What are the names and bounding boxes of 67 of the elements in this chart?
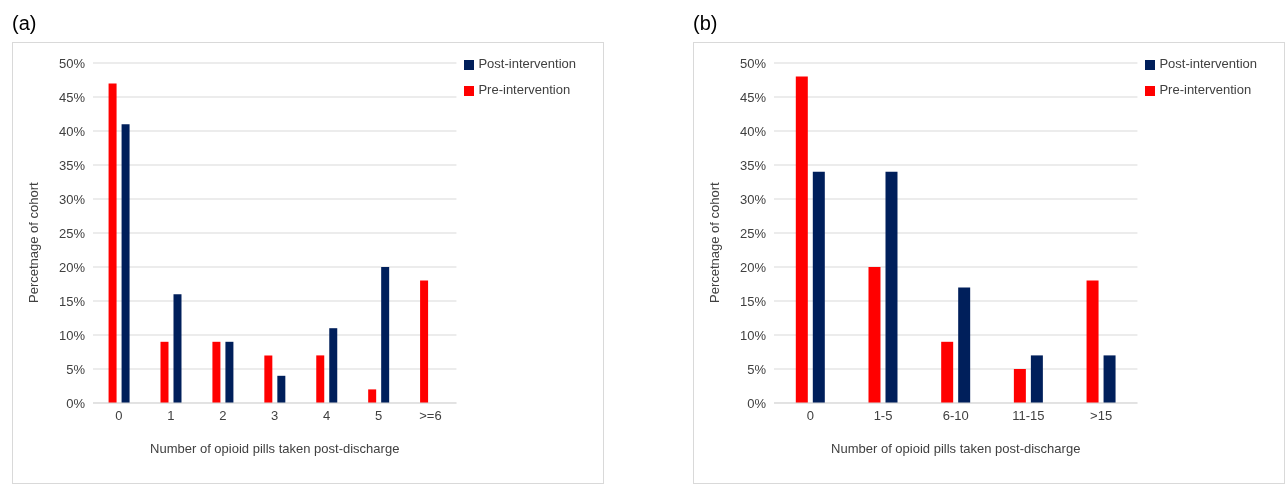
bar xyxy=(381,267,390,403)
y-tick-label: 0% xyxy=(66,395,86,411)
x-tick-label: 6-10 xyxy=(942,408,969,424)
y-tick-label: 5% xyxy=(747,361,767,377)
y-tick-label: 15% xyxy=(58,293,86,309)
y-tick-label: 50% xyxy=(58,55,86,71)
y-tick-label: 45% xyxy=(58,89,86,105)
y-tick-label: 10% xyxy=(58,327,86,343)
bar xyxy=(212,341,221,403)
bar xyxy=(108,83,117,403)
x-tick-label: 5 xyxy=(374,408,383,424)
legend-label: Post-intervention xyxy=(478,56,576,71)
y-tick-label: 30% xyxy=(58,191,86,207)
y-tick-label: 10% xyxy=(739,327,767,343)
y-tick-label: 50% xyxy=(739,55,767,71)
x-axis-title: Number of opioid pills taken post-discharge xyxy=(150,441,400,456)
bar xyxy=(173,294,182,403)
legend-label: Pre-intervention xyxy=(478,82,571,97)
x-tick-label: 1-5 xyxy=(873,408,893,424)
y-axis-title: Percetnage of cohort xyxy=(706,181,722,303)
bar xyxy=(1030,355,1043,403)
y-tick-label: 40% xyxy=(58,123,86,139)
y-tick-label: 25% xyxy=(58,225,86,241)
bar xyxy=(941,341,954,403)
y-tick-label: 35% xyxy=(739,157,767,173)
bar xyxy=(277,375,286,403)
bar xyxy=(329,328,338,403)
x-tick-label: 11-15 xyxy=(1012,408,1045,424)
legend-label: Pre-intervention xyxy=(1159,82,1252,97)
x-tick-label: 0 xyxy=(806,408,814,424)
y-tick-label: 15% xyxy=(739,293,767,309)
y-tick-label: 45% xyxy=(739,89,767,105)
y-tick-label: 20% xyxy=(58,259,86,275)
bar xyxy=(420,280,429,403)
chart-title: (b) xyxy=(693,11,719,36)
x-tick-label: 0 xyxy=(115,408,123,424)
y-tick-label: 35% xyxy=(58,157,86,173)
bar xyxy=(1013,369,1026,403)
bar xyxy=(868,267,881,403)
y-tick-label: 20% xyxy=(739,259,767,275)
x-tick-label: 4 xyxy=(323,408,331,424)
x-tick-label: 2 xyxy=(219,408,227,424)
chart-title: (a) xyxy=(12,11,38,36)
bar xyxy=(264,355,273,403)
y-tick-label: 0% xyxy=(747,395,767,411)
bar xyxy=(225,341,234,403)
bar xyxy=(316,355,325,403)
y-axis-title: Percetnage of cohort xyxy=(25,181,41,303)
bar xyxy=(368,389,377,403)
y-tick-label: 5% xyxy=(66,361,86,377)
bar xyxy=(958,287,971,403)
x-tick-label: 1 xyxy=(167,408,175,424)
y-tick-label: 40% xyxy=(739,123,767,139)
bar xyxy=(885,171,898,403)
x-axis-title: Number of opioid pills taken post-discharge xyxy=(831,441,1081,456)
bar xyxy=(812,171,825,403)
bar xyxy=(1103,355,1116,403)
x-tick-label: >=6 xyxy=(419,408,442,424)
y-tick-label: 30% xyxy=(739,191,767,207)
bar xyxy=(1086,280,1099,403)
x-tick-label: >15 xyxy=(1090,408,1113,424)
x-tick-label: 3 xyxy=(271,408,279,424)
y-tick-label: 25% xyxy=(739,225,767,241)
bar xyxy=(795,76,808,403)
bar xyxy=(121,124,130,403)
bar xyxy=(160,341,169,403)
legend-label: Post-intervention xyxy=(1159,56,1257,71)
